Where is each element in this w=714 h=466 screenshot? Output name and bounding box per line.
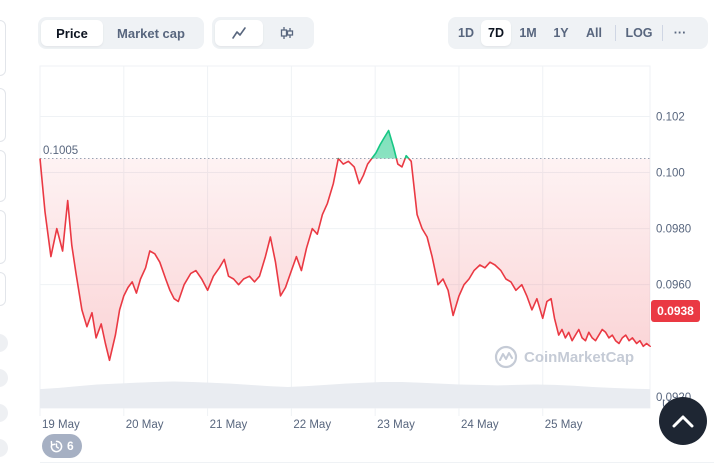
x-tick-label: 19 May — [42, 419, 80, 431]
sidebar-dot — [0, 439, 8, 457]
time-range-selector: 1D 7D 1M 1Y All LOG ··· — [448, 17, 708, 49]
sidebar-dot — [0, 404, 8, 422]
sidebar-dot — [0, 334, 8, 352]
more-options-button[interactable]: ··· — [673, 26, 687, 40]
chart-bottom-divider — [40, 462, 714, 463]
candlestick-chart-button[interactable] — [263, 20, 311, 46]
line-chart-icon — [232, 27, 246, 39]
y-tick-label: 0.102 — [656, 111, 685, 123]
x-tick-label: 20 May — [126, 419, 164, 431]
y-tick-label: 0.0980 — [656, 224, 691, 236]
current-price-badge: 0.0938 — [651, 300, 700, 322]
history-badge[interactable]: 6 — [42, 434, 82, 458]
price-line-down — [39, 158, 651, 362]
chevron-up-icon — [672, 415, 694, 428]
x-tick-label: 21 May — [210, 419, 248, 431]
y-tick-label: 0.100 — [656, 168, 685, 180]
x-tick-label: 24 May — [461, 419, 499, 431]
x-tick-label: 23 May — [377, 419, 415, 431]
coinmarketcap-watermark: CoinMarketCap — [494, 345, 634, 369]
tab-market-cap[interactable]: Market cap — [117, 25, 185, 41]
x-tick-label: 22 May — [293, 419, 331, 431]
scroll-to-top-button[interactable] — [659, 397, 707, 445]
watermark-text: CoinMarketCap — [524, 348, 635, 366]
volume-band — [40, 381, 650, 408]
chart-style-toggle — [212, 17, 314, 49]
log-scale-button[interactable]: LOG — [625, 26, 653, 40]
reference-price-label: 0.1005 — [41, 145, 81, 157]
x-tick-label: 25 May — [545, 419, 583, 431]
sidebar-dot — [0, 369, 8, 387]
history-icon — [50, 440, 63, 452]
line-chart-button[interactable] — [215, 20, 263, 46]
range-7d-button[interactable]: 7D — [481, 20, 511, 46]
range-divider — [662, 25, 663, 41]
range-1y-button[interactable]: 1Y — [553, 26, 569, 40]
tab-price[interactable]: Price — [41, 20, 103, 46]
y-tick-label: 0.0960 — [656, 280, 691, 292]
coinmarketcap-logo-icon — [494, 345, 518, 369]
price-area-below-reference — [40, 158, 650, 361]
chart-metric-toggle: Price Market cap — [38, 17, 204, 49]
range-divider — [615, 25, 616, 41]
history-count: 6 — [67, 439, 74, 453]
range-1d-button[interactable]: 1D — [458, 26, 474, 40]
range-1m-button[interactable]: 1M — [519, 26, 537, 40]
candlestick-icon — [280, 27, 294, 39]
range-all-button[interactable]: All — [586, 26, 602, 40]
